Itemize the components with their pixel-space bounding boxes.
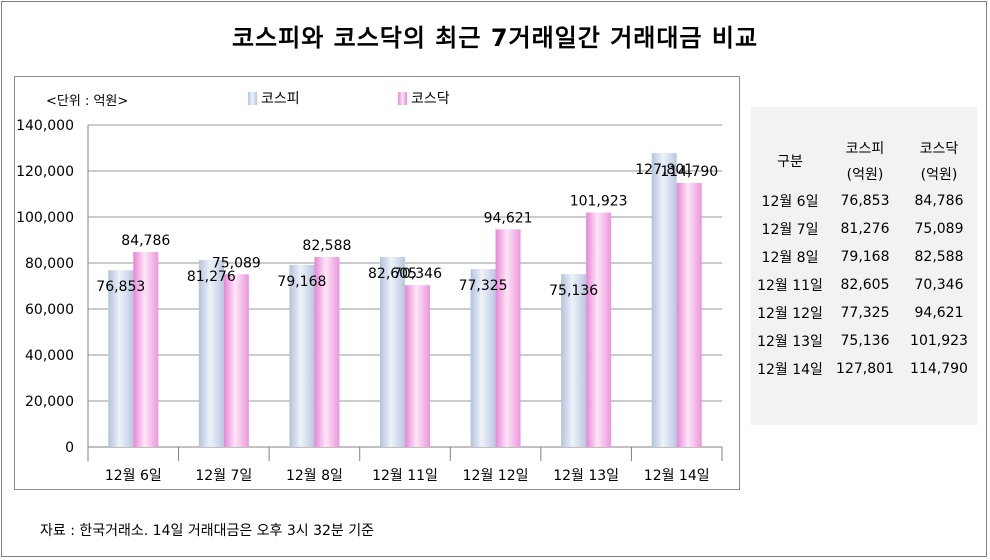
- data-label-kospi: 82,605: [368, 266, 417, 282]
- x-tick-label: 12월 11일: [372, 468, 438, 484]
- table-cell-kospi: 79,168: [840, 249, 890, 265]
- table-header-kosdaq: 코스닥: [919, 141, 959, 157]
- legend-swatch-kospi: [248, 91, 257, 105]
- table-cell-kospi: 76,853: [840, 193, 890, 209]
- x-tick-label: 12월 6일: [105, 468, 162, 484]
- table-cell-date: 12월 14일: [757, 362, 823, 378]
- table-row: 12월 6일 76,853 84,786: [751, 187, 977, 215]
- data-label-kospi: 75,136: [549, 283, 598, 299]
- kospi-bar: [561, 274, 587, 447]
- table-cell-kospi: 81,276: [840, 221, 890, 237]
- x-tick-label: 12월 8일: [286, 468, 343, 484]
- kosdaq-bar: [133, 251, 159, 447]
- page-title: 코스피와 코스닥의 최근 7거래일간 거래대금 비교: [231, 24, 759, 52]
- legend-label-kosdaq: 코스닥: [411, 91, 450, 107]
- table-header-kosdaq-unit: (억원): [920, 167, 958, 183]
- kospi-bar: [651, 153, 677, 448]
- table-row: 12월 13일 75,136 101,923: [751, 327, 977, 355]
- table-cell-date: 12월 7일: [761, 222, 819, 238]
- kospi-bar: [380, 257, 405, 447]
- data-label-kosdaq: 75,089: [212, 255, 261, 271]
- y-tick-label: 140,000: [16, 118, 74, 134]
- table-cell-kosdaq: 82,588: [914, 249, 964, 265]
- data-label-kosdaq: 94,621: [484, 210, 533, 226]
- table-row: 12월 14일 127,801 114,790: [751, 355, 977, 383]
- unit-label: <단위 : 억원>: [46, 94, 129, 109]
- table-header-kospi-unit: (억원): [846, 167, 884, 183]
- table-cell-kosdaq: 75,089: [914, 221, 964, 237]
- kosdaq-bar: [223, 274, 249, 447]
- table-cell-kosdaq: 70,346: [914, 277, 964, 293]
- data-label-kosdaq: 84,786: [121, 233, 170, 249]
- table-cell-kosdaq: 94,621: [914, 305, 964, 321]
- kosdaq-bar: [405, 285, 430, 447]
- table-cell-date: 12월 12일: [757, 306, 823, 322]
- kospi-bar: [198, 260, 224, 447]
- y-tick-label: 20,000: [25, 394, 74, 410]
- table-cell-kosdaq: 84,786: [914, 193, 964, 209]
- table-cell-kospi: 77,325: [840, 305, 890, 321]
- table-row: 12월 8일 79,168 82,588: [751, 243, 977, 271]
- data-label-kospi: 76,853: [96, 279, 145, 295]
- data-label-kosdaq: 114,790: [660, 164, 718, 180]
- table-cell-date: 12월 11일: [757, 278, 823, 294]
- legend-label-kospi: 코스피: [261, 91, 300, 107]
- table-header-category: 구분: [777, 154, 803, 170]
- y-tick-label: 100,000: [16, 210, 74, 226]
- data-label-kosdaq: 101,923: [570, 194, 628, 210]
- table-cell-date: 12월 8일: [761, 250, 819, 266]
- legend-item-kosdaq: 코스닥: [398, 88, 450, 108]
- x-tick-label: 12월 14일: [644, 468, 710, 484]
- table-row: 12월 7일 81,276 75,089: [751, 215, 977, 243]
- y-tick-label: 40,000: [25, 348, 74, 364]
- data-table-grid: 구분 코스피 코스닥 (억원) (억원) 12월 6일 76,853 84,786 …: [751, 135, 977, 383]
- kospi-bar: [470, 269, 496, 447]
- table-cell-date: 12월 13일: [757, 334, 823, 350]
- legend-item-kospi: 코스피: [248, 88, 300, 108]
- legend-swatch-kosdaq: [398, 91, 407, 105]
- table-header-kospi: 코스피: [845, 141, 885, 157]
- y-tick-label: 80,000: [25, 256, 74, 272]
- x-tick-label: 12월 13일: [553, 468, 619, 484]
- kosdaq-bar: [586, 212, 612, 447]
- table-cell-kospi: 75,136: [840, 333, 890, 349]
- table-row: 12월 11일 82,605 70,346: [751, 271, 977, 299]
- data-label-kosdaq: 82,588: [302, 238, 351, 254]
- source-note: 자료 : 한국거래소. 14일 거래대금은 오후 3시 32분 기준: [40, 523, 375, 539]
- x-tick-label: 12월 12일: [463, 468, 529, 484]
- kosdaq-bar: [495, 229, 521, 447]
- table-cell-date: 12월 6일: [761, 194, 819, 210]
- y-tick-label: 60,000: [25, 302, 74, 318]
- data-label-kospi: 81,276: [187, 269, 236, 285]
- kosdaq-bar: [676, 182, 702, 447]
- table-cell-kospi: 127,801: [836, 361, 894, 377]
- kospi-bar: [289, 264, 315, 447]
- data-label-kospi: 127,801: [635, 162, 693, 178]
- table-header-row: 구분 코스피 코스닥: [751, 135, 977, 170]
- x-tick-label: 12월 7일: [195, 468, 252, 484]
- data-label-kosdaq: 70,346: [393, 266, 442, 282]
- kosdaq-bar: [314, 257, 340, 447]
- y-tick-label: 120,000: [16, 164, 74, 180]
- table-cell-kospi: 82,605: [840, 277, 890, 293]
- kospi-bar: [108, 270, 134, 447]
- data-label-kospi: 77,325: [459, 278, 508, 294]
- table-header-unit-row: (억원) (억원): [751, 161, 977, 187]
- table-row: 12월 12일 77,325 94,621: [751, 299, 977, 327]
- data-label-kospi: 79,168: [277, 274, 326, 290]
- y-tick-label: 0: [65, 440, 74, 456]
- table-cell-kosdaq: 114,790: [910, 361, 968, 377]
- data-table: 구분 코스피 코스닥 (억원) (억원) 12월 6일 76,853 84,786 …: [751, 107, 977, 425]
- table-cell-kosdaq: 101,923: [910, 333, 968, 349]
